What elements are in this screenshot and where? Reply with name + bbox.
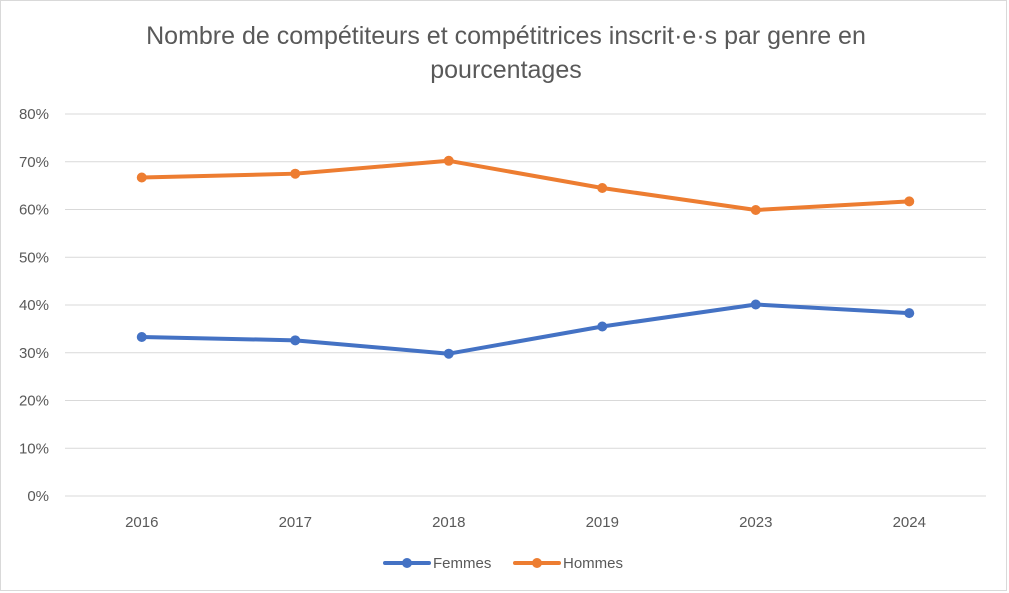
y-tick-label: 0% [27, 488, 49, 505]
legend-marker-femmes [402, 558, 412, 568]
x-tick-label: 2024 [893, 514, 926, 531]
data-point-femmes [750, 299, 761, 310]
data-point-hommes [597, 183, 608, 194]
data-point-hommes [443, 155, 454, 166]
data-point-hommes [290, 168, 301, 179]
data-point-femmes [290, 335, 301, 346]
x-tick-label: 2023 [739, 514, 772, 531]
series-line-femmes [139, 302, 912, 356]
legend-label-femmes: Femmes [433, 555, 491, 572]
legend-label-hommes: Hommes [563, 555, 623, 572]
data-point-femmes [597, 321, 608, 332]
data-point-hommes [750, 204, 761, 215]
y-tick-label: 10% [19, 440, 49, 457]
data-point-femmes [136, 331, 147, 342]
y-tick-label: 80% [19, 106, 49, 123]
legend-item-femmes: Femmes [383, 555, 491, 572]
y-tick-label: 20% [19, 393, 49, 410]
x-tick-label: 2019 [586, 514, 619, 531]
x-tick-label: 2018 [432, 514, 465, 531]
series-line-hommes [139, 158, 912, 212]
x-tick-label: 2017 [279, 514, 312, 531]
legend-item-hommes: Hommes [513, 555, 623, 572]
data-point-femmes [904, 308, 915, 319]
y-tick-label: 50% [19, 249, 49, 266]
chart-title: Nombre de compétiteurs et compétitrices … [146, 22, 866, 84]
x-tick-label: 2016 [125, 514, 158, 531]
data-point-femmes [443, 348, 454, 359]
data-point-hommes [136, 172, 147, 183]
data-point-hommes [904, 196, 915, 207]
legend-marker-hommes [532, 558, 542, 568]
y-tick-label: 40% [19, 297, 49, 314]
y-tick-label: 60% [19, 202, 49, 219]
y-tick-label: 30% [19, 345, 49, 362]
y-tick-label: 70% [19, 154, 49, 171]
